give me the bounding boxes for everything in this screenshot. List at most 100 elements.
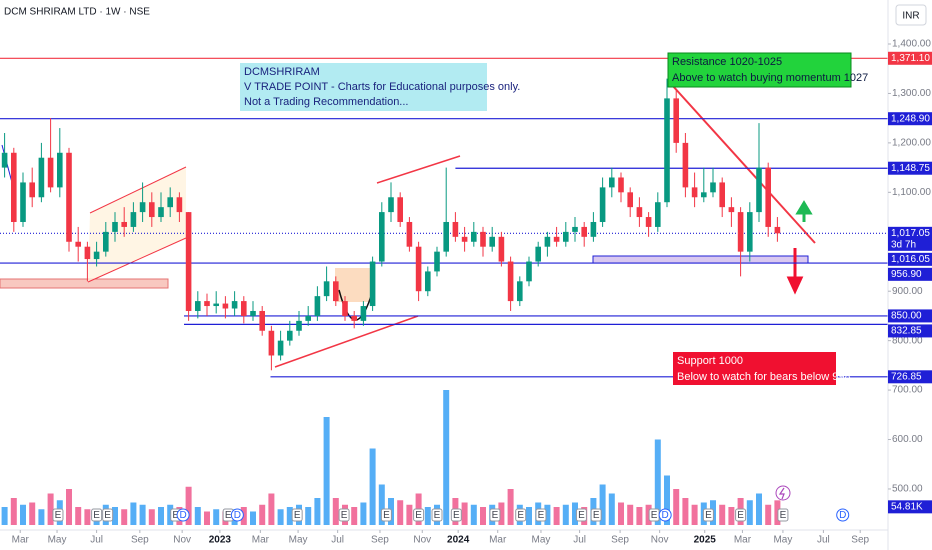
volume-bar: [470, 504, 477, 525]
x-tick-label: Jul: [90, 535, 103, 546]
volume-label: 54.81K: [891, 501, 923, 512]
candle-body: [719, 182, 725, 208]
event-marker: [413, 508, 425, 522]
candle-body: [526, 261, 532, 282]
candle-body: [461, 236, 468, 242]
event-label: E: [172, 510, 179, 521]
note-box: [667, 52, 852, 88]
event-label: D: [839, 510, 846, 521]
volume-bar: [121, 509, 128, 525]
candle-body: [682, 142, 689, 188]
event-marker: [575, 508, 587, 522]
note-text: Below to watch for bears below 998: [677, 371, 851, 383]
volume-bar: [498, 502, 505, 525]
candle-body: [645, 217, 652, 227]
event-label: D: [662, 510, 669, 521]
note-text: DCMSHRIRAM: [244, 66, 320, 78]
volume-bar: [66, 489, 72, 525]
volume-bar: [332, 498, 339, 525]
event-label: E: [780, 510, 787, 521]
x-tick-label: 2024: [447, 535, 470, 546]
event-label: E: [705, 510, 712, 521]
event-label: E: [517, 510, 524, 521]
trend-line: [376, 155, 461, 184]
volume-bar: [286, 507, 293, 525]
x-tick-label: Sep: [851, 535, 869, 546]
volume-bar: [627, 504, 634, 525]
candle-body: [130, 212, 137, 227]
volume-bar: [268, 493, 275, 525]
level-label: 1,016.05: [891, 254, 930, 265]
volume-bar: [774, 500, 781, 525]
candle-body: [29, 182, 35, 198]
event-label: E: [93, 510, 100, 521]
volume-bar: [194, 507, 201, 525]
level-label-box: [888, 51, 932, 65]
volume-bar: [38, 509, 45, 525]
level-label: 956.90: [891, 269, 922, 280]
event-label: E: [104, 510, 111, 521]
volume-bar: [20, 504, 26, 525]
event-marker: [515, 508, 527, 522]
level-label: 1,371.10: [891, 53, 930, 64]
candle-body: [618, 177, 624, 193]
volumes: [1, 390, 781, 525]
volume-bar: [682, 498, 689, 525]
event-label: E: [415, 510, 422, 521]
volume-bar: [75, 507, 82, 525]
volume-bar: [664, 475, 670, 525]
y-tick-label: 1,200.00: [892, 138, 931, 149]
volume-bar: [47, 493, 54, 525]
candle-body: [388, 197, 394, 213]
volume-bar: [112, 507, 118, 525]
volume-bar: [406, 504, 413, 525]
x-tick-label: Jul: [573, 535, 586, 546]
volume-bar: [608, 493, 615, 525]
candle-body: [250, 310, 256, 316]
volume-bar: [618, 502, 624, 525]
candle-body: [517, 281, 523, 302]
level-label-box: [888, 324, 932, 338]
currency[interactable]: INR: [902, 11, 919, 22]
volume-bar: [691, 504, 698, 525]
x-tick-label: Mar: [252, 535, 270, 546]
candle-body: [737, 212, 744, 252]
level-label: 850.00: [891, 311, 922, 322]
note-text: Support 1000: [677, 355, 743, 367]
event-label: D: [179, 510, 186, 521]
event-marker: [102, 508, 114, 522]
volume-bar: [250, 511, 256, 525]
candle-body: [342, 301, 348, 316]
level-label: 726.85: [891, 371, 922, 382]
volume-bar: [10, 498, 17, 525]
candle-body: [241, 301, 247, 316]
countdown: 3d 7h: [891, 239, 916, 250]
candle-body: [268, 330, 275, 356]
candle-body: [66, 152, 72, 242]
event-marker: [590, 508, 602, 522]
event-marker: [338, 508, 350, 522]
candle-body: [544, 236, 551, 247]
candle-body: [103, 231, 109, 252]
candle-body: [489, 236, 495, 247]
candle-body: [158, 207, 164, 218]
up-arrow: [795, 200, 813, 222]
event-label: E: [651, 510, 658, 521]
level-label-box: [888, 309, 932, 323]
x-tick-label: Mar: [12, 535, 30, 546]
candle-body: [774, 226, 781, 234]
level-label: 1,148.75: [891, 163, 930, 174]
x-tick-label: May: [532, 535, 551, 546]
event-label: E: [294, 510, 301, 521]
currency-box[interactable]: [895, 4, 927, 26]
x-axis: Mar May Jul Sep Nov 2023 Mar May Jul Sep Nov 2024 Ma…: [12, 530, 870, 546]
candle-body: [406, 221, 413, 247]
candle-body: [379, 212, 385, 262]
volume-label-box: [888, 500, 932, 514]
y-tick-label: 700.00: [892, 385, 923, 396]
event-icon: [775, 485, 791, 501]
volume-bar: [461, 502, 468, 525]
candle-body: [664, 98, 670, 203]
x-tick-label: Sep: [371, 535, 389, 546]
